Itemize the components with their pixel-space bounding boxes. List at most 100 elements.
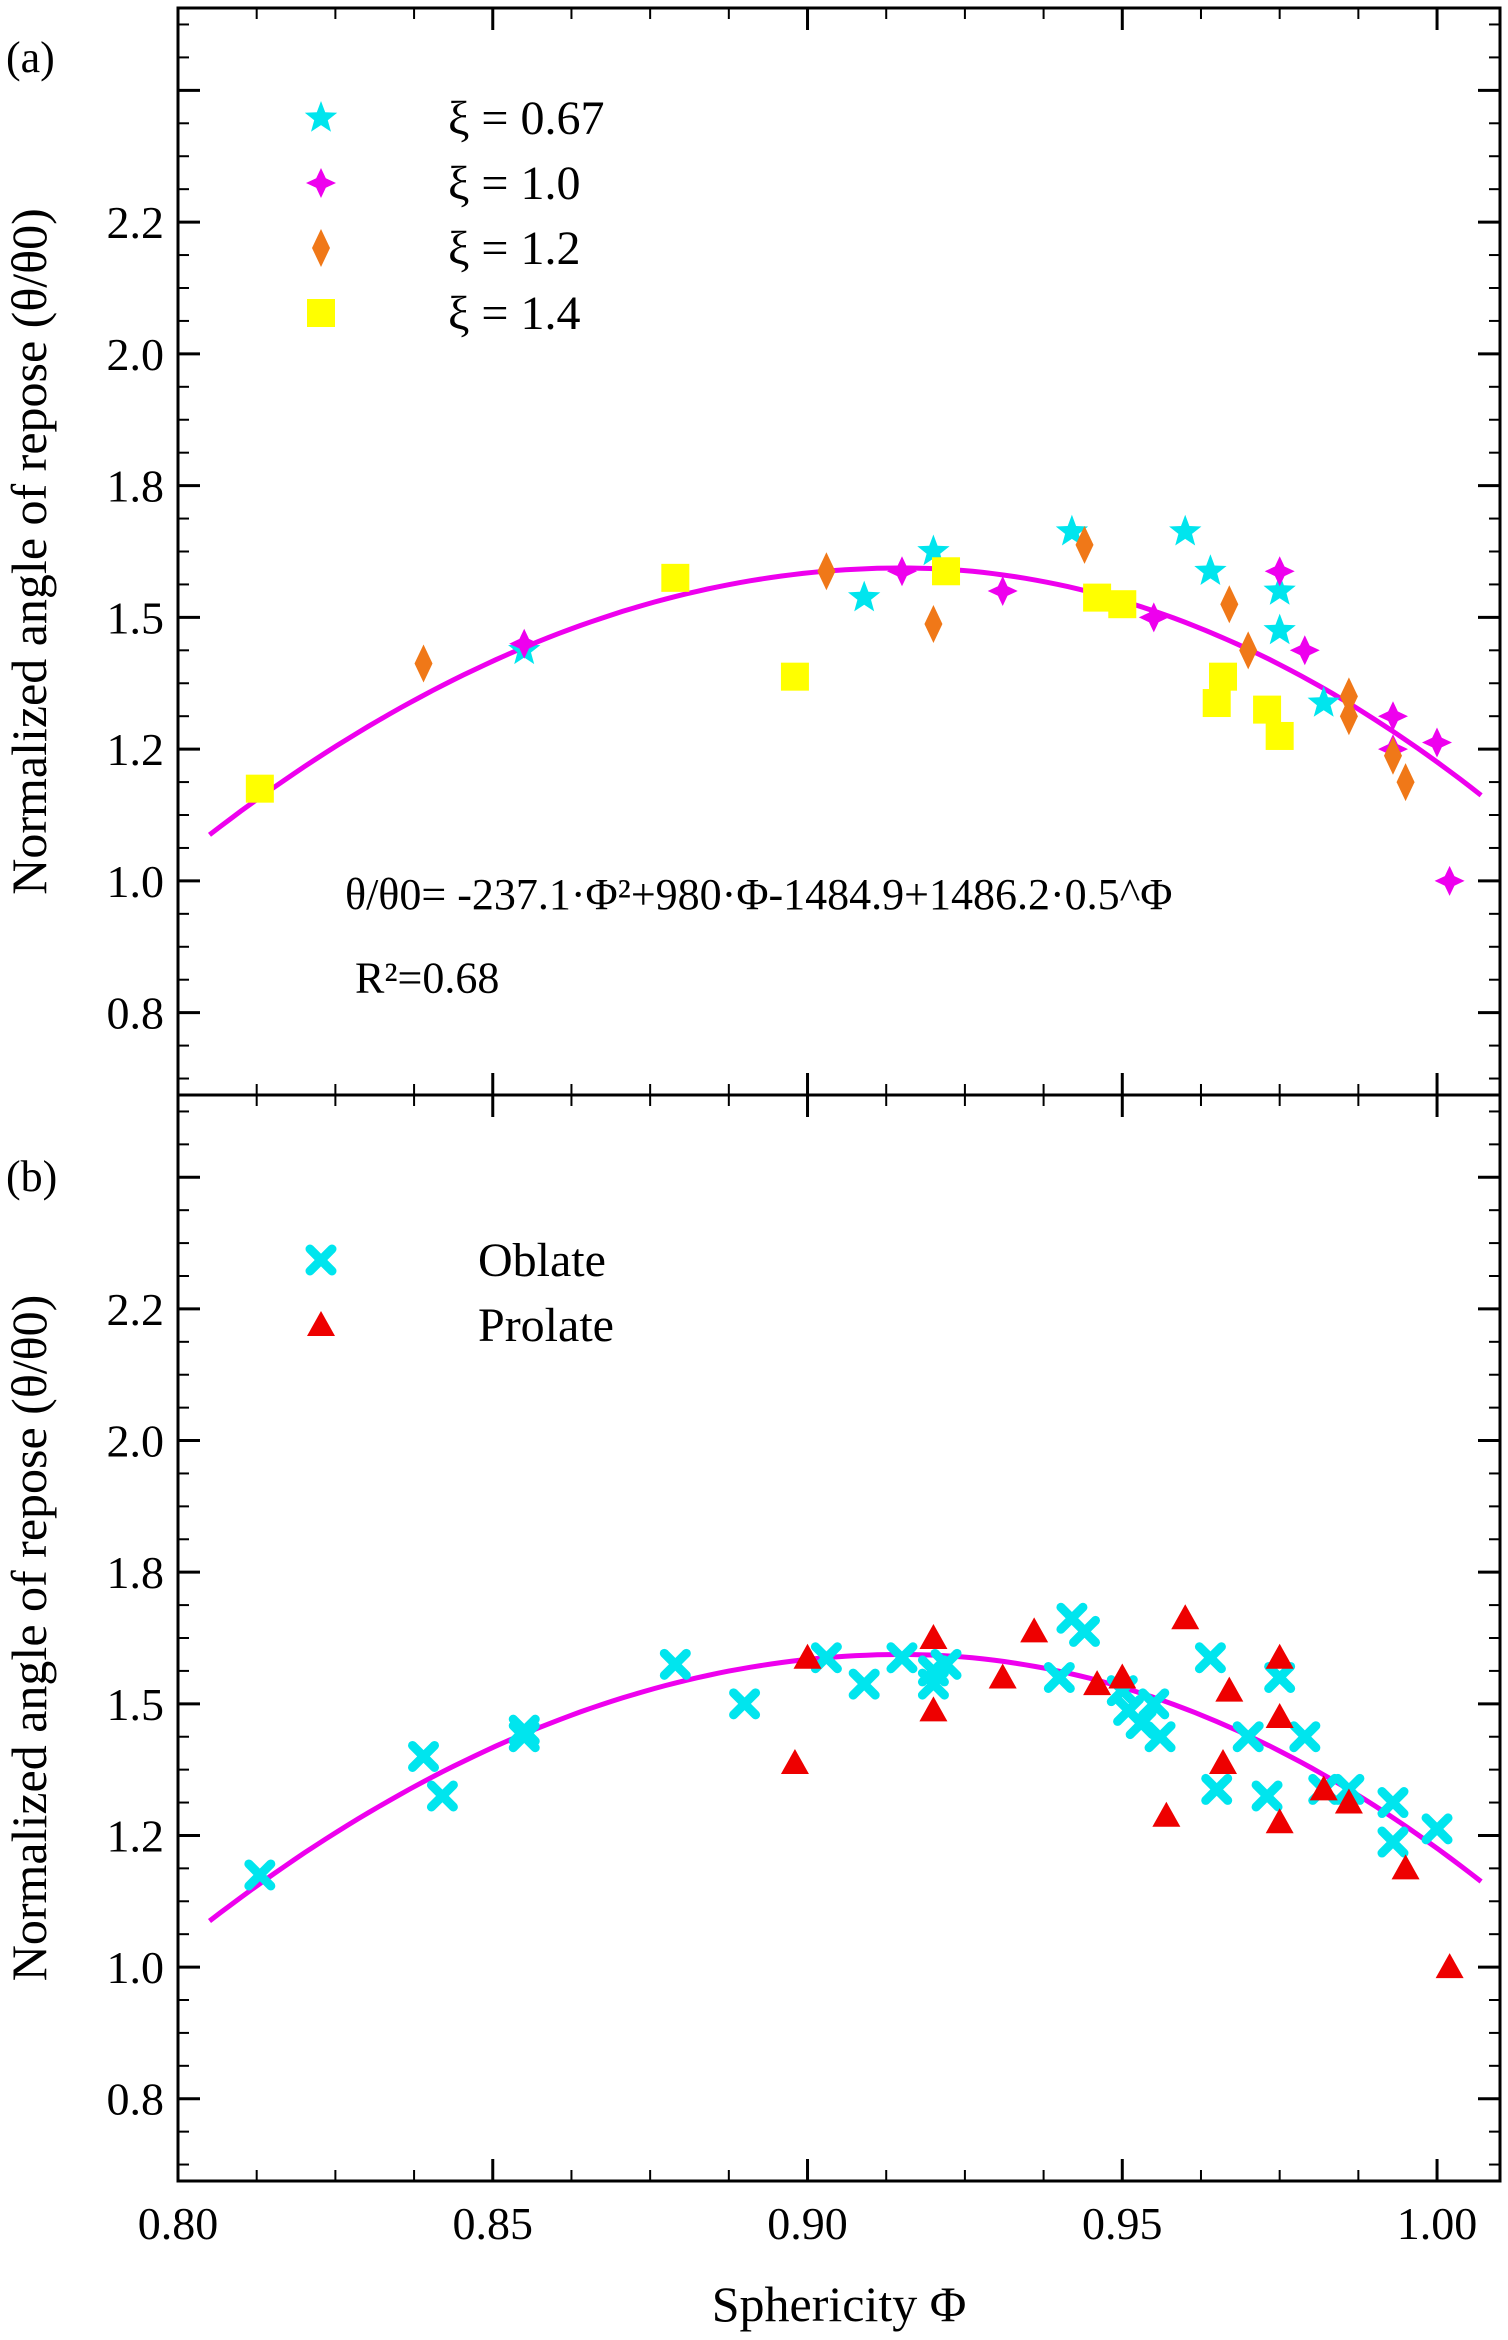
y-tick-label: 1.8 [107,1547,165,1598]
data-point [408,1740,440,1772]
data-point [1108,590,1137,619]
data-point [1434,865,1465,896]
legend-marker [305,1244,337,1276]
data-point [817,552,836,591]
data-point [1069,1615,1101,1647]
y-tick-label: 1.2 [107,1810,165,1861]
data-point [1334,1788,1363,1814]
fit-equation: θ/θ0= -237.1·Φ²+980·Φ-1484.9+1486.2·0.5^… [345,870,1172,919]
data-point-stroke-2 [1138,1688,1170,1720]
data-point [1377,1787,1409,1819]
data-point [509,628,540,659]
series-x [244,1602,1453,1891]
legend-label: ξ = 1.0 [448,157,580,210]
data-point [1265,1643,1294,1669]
panel-label-a: (a) [6,33,55,82]
data-point [1309,1775,1338,1801]
data-point [1265,721,1294,750]
data-point [1263,574,1296,605]
data-point [1020,1617,1049,1643]
data-point [1339,677,1358,716]
data-point [729,1688,761,1720]
legend-marker [307,299,335,327]
data-point [1289,635,1320,666]
data-point [1339,697,1358,736]
data-point-stroke-2 [408,1740,440,1772]
data-point-stroke-2 [1144,1721,1176,1753]
data-point [1108,1663,1137,1689]
data-point [1171,1604,1200,1630]
data-point-stroke-2 [1264,1661,1296,1693]
data-point-stroke-2 [1125,1708,1157,1740]
data-point [1378,701,1408,732]
y-tick-label: 1.5 [107,592,165,643]
data-point-stroke-2 [1377,1787,1409,1819]
data-point [1289,1721,1321,1753]
data-point-stroke-2 [659,1648,691,1680]
x-tick-label: 0.80 [138,2198,219,2249]
series-square [245,557,1294,803]
data-point [508,1721,540,1753]
legend-label: ξ = 1.2 [448,222,580,275]
data-point [661,563,690,592]
data-point [1239,631,1258,670]
data-point [930,1648,962,1680]
data-point [1220,585,1239,624]
data-point [780,1749,809,1775]
data-point-stroke-2 [1069,1615,1101,1647]
shared-axis-elements: Sphericity Φ 0.80 0.85 0.90 0.95 1.00 [138,2198,1478,2332]
data-point-stroke-2 [1377,1826,1409,1858]
legend-marker [307,1311,335,1336]
legend-label: Prolate [478,1299,614,1352]
data-point-stroke-2 [1421,1813,1453,1845]
y-axis-title: Normalized angle of repose (θ/θ0) [1,1295,57,1982]
y-tick-label: 2.2 [107,1284,165,1335]
data-point [1083,583,1112,612]
data-point [1421,1813,1453,1845]
data-point [1194,1642,1226,1674]
data-point [924,604,943,643]
data-point [414,644,433,683]
panel-b: (b) 0.8 1.0 1.2 1.5 1.8 2.0 2.2 Normalized angl… [1,1093,1502,2183]
data-point-stroke-2 [1251,1780,1283,1812]
data-point [1264,556,1295,587]
data-point [1435,1953,1464,1979]
r-squared-label: R²=0.68 [355,954,499,1003]
data-point [1202,689,1231,718]
data-point-stroke-2 [1289,1721,1321,1753]
data-point [1209,662,1238,691]
data-point [886,1642,918,1674]
data-point [1138,1688,1170,1720]
data-point-stroke-2 [848,1668,880,1700]
data-point [508,1714,540,1746]
y-tick-label: 1.8 [107,461,165,512]
y-axis-title: Normalized angle of repose (θ/θ0) [1,208,57,895]
data-point-stroke-2 [426,1780,458,1812]
series-triangle [780,1604,1464,1979]
data-point [426,1780,458,1812]
y-tick-label: 1.2 [107,724,165,775]
data-point [1251,1780,1283,1812]
series-diamond [414,525,1415,802]
data-point [1209,1749,1238,1775]
data-point [1043,1661,1075,1693]
legend-marker [312,229,330,267]
data-point [1055,514,1089,546]
data-point [1169,514,1202,546]
y-tick-label: 1.5 [107,1679,165,1730]
data-point [245,774,274,803]
data-point [1083,1670,1112,1696]
data-point [1075,525,1094,564]
data-point [1264,1661,1296,1693]
panel-label-b: (b) [6,1152,57,1201]
data-point [1201,1773,1233,1805]
data-point-stroke-2 [244,1859,276,1891]
x-tick-label: 0.85 [453,2198,534,2249]
data-point [1253,695,1282,724]
plot-frame [176,6,1502,1097]
data-point [919,1696,948,1722]
y-tick-label: 1.0 [107,856,165,907]
plot-frame [176,1093,1502,2183]
x-tick-label: 1.00 [1397,2198,1478,2249]
data-point [1265,1702,1294,1728]
